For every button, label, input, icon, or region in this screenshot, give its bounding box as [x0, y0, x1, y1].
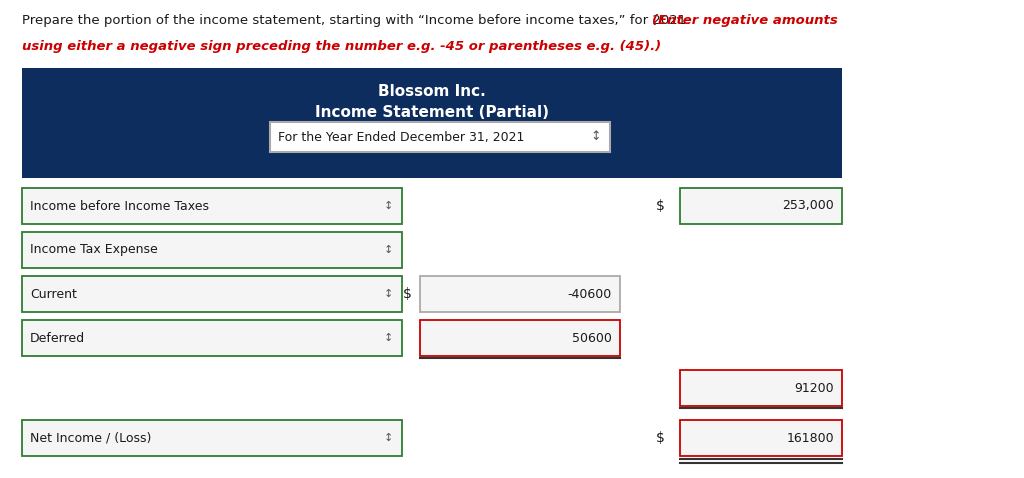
Bar	[22, 188, 402, 224]
Text: ↕: ↕	[591, 130, 601, 143]
Bar	[680, 188, 842, 224]
Text: ↕: ↕	[383, 245, 392, 255]
Text: Net Income / (Loss): Net Income / (Loss)	[30, 432, 152, 445]
Text: 161800: 161800	[786, 432, 834, 445]
Text: Blossom Inc.: Blossom Inc.	[378, 84, 485, 99]
Text: $: $	[655, 199, 665, 213]
Text: ↕: ↕	[383, 433, 392, 443]
Text: -40600: -40600	[567, 287, 612, 301]
Text: ↕: ↕	[383, 333, 392, 343]
Bar	[270, 122, 610, 152]
Bar	[22, 276, 402, 312]
Text: using either a negative sign preceding the number e.g. -45 or parentheses e.g. (: using either a negative sign preceding t…	[22, 40, 662, 53]
Bar	[680, 370, 842, 406]
Text: ↕: ↕	[383, 201, 392, 211]
Text: $: $	[402, 287, 412, 301]
Bar	[680, 420, 842, 456]
Text: $: $	[655, 431, 665, 445]
Text: Income Tax Expense: Income Tax Expense	[30, 243, 158, 257]
Text: Income before Income Taxes: Income before Income Taxes	[30, 199, 209, 213]
Bar	[22, 420, 402, 456]
Text: Current: Current	[30, 287, 77, 301]
Text: Income Statement (Partial): Income Statement (Partial)	[315, 105, 549, 120]
Text: Deferred: Deferred	[30, 332, 85, 345]
Bar	[22, 68, 842, 178]
Bar	[22, 320, 402, 356]
Bar	[22, 232, 402, 268]
Text: ↕: ↕	[383, 289, 392, 299]
Text: 253,000: 253,000	[782, 199, 834, 213]
Text: (Enter negative amounts: (Enter negative amounts	[652, 14, 838, 27]
Text: 91200: 91200	[795, 381, 834, 394]
Text: 50600: 50600	[572, 332, 612, 345]
Text: For the Year Ended December 31, 2021: For the Year Ended December 31, 2021	[278, 130, 524, 143]
Bar	[420, 320, 620, 356]
Bar	[420, 276, 620, 312]
Text: Prepare the portion of the income statement, starting with “Income before income: Prepare the portion of the income statem…	[22, 14, 694, 27]
